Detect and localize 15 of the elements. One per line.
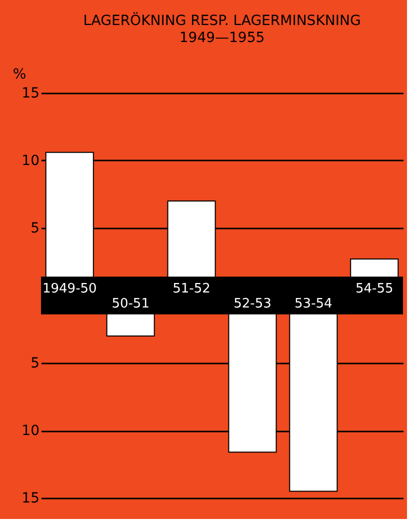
x-tick-label: 1949-50 [42, 282, 97, 296]
y-tick-label: 5 [30, 220, 40, 236]
y-tick-label: 5 [30, 356, 40, 372]
x-tick-label: 53-54 [294, 296, 332, 312]
y-tick-label: 15 [22, 490, 40, 506]
y-tick-label: 15 [22, 86, 40, 102]
chart-subtitle: 1949—1955 [179, 30, 265, 46]
x-tick-label: 54-55 [355, 282, 394, 296]
x-tick-label: 50-51 [112, 296, 150, 312]
x-tick-label: 51-52 [172, 282, 210, 296]
x-tick-label: 52-53 [234, 296, 272, 312]
y-axis-title: % [12, 66, 26, 82]
y-tick-label: 10 [22, 153, 40, 169]
chart-title: LAGERÖKNING RESP. LAGERMINSKNING [83, 12, 361, 29]
y-tick-label: 10 [22, 423, 40, 439]
